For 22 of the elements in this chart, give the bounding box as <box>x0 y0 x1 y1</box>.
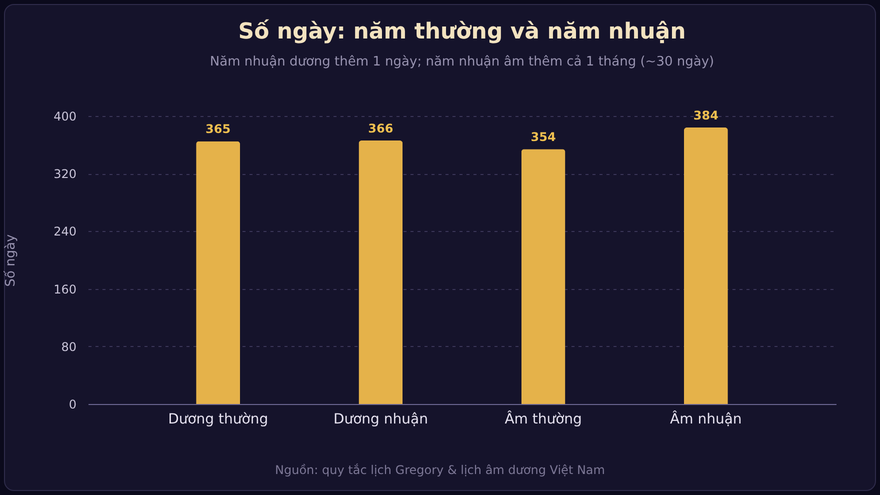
y-tick-label: 160 <box>54 282 76 296</box>
chart-subtitle: Năm nhuận dương thêm 1 ngày; năm nhuận âm thêm cả 1 tháng (~30 ngày) <box>210 54 714 70</box>
x-tick-label: Dương thường <box>168 412 268 428</box>
text: Nguồn: quy tắc lịch Gregory & lịch âm dương Việt Nam <box>274 463 606 477</box>
data-label: 365 <box>206 122 231 136</box>
y-tick-label: 80 <box>61 340 76 354</box>
x-tick-label: Dương nhuận <box>333 412 428 428</box>
bar <box>521 149 566 404</box>
y-tick-label: 400 <box>54 110 76 124</box>
data-label: 384 <box>693 108 718 123</box>
data-label: 366 <box>368 121 394 136</box>
bar <box>196 141 240 404</box>
y-tick-label: 320 <box>54 167 76 182</box>
data-label: 354 <box>530 130 556 144</box>
chart-title: Số ngày: năm thường và năm nhuận <box>238 18 686 45</box>
x-tick-label: Âm thường <box>504 410 582 428</box>
x-tick-label: Âm nhuận <box>670 410 742 428</box>
bar <box>684 128 728 404</box>
y-tick-label: 0 <box>68 398 76 412</box>
y-tick-label: 240 <box>54 224 76 239</box>
y-axis-title: Số ngày <box>4 234 19 287</box>
bar <box>358 140 403 404</box>
